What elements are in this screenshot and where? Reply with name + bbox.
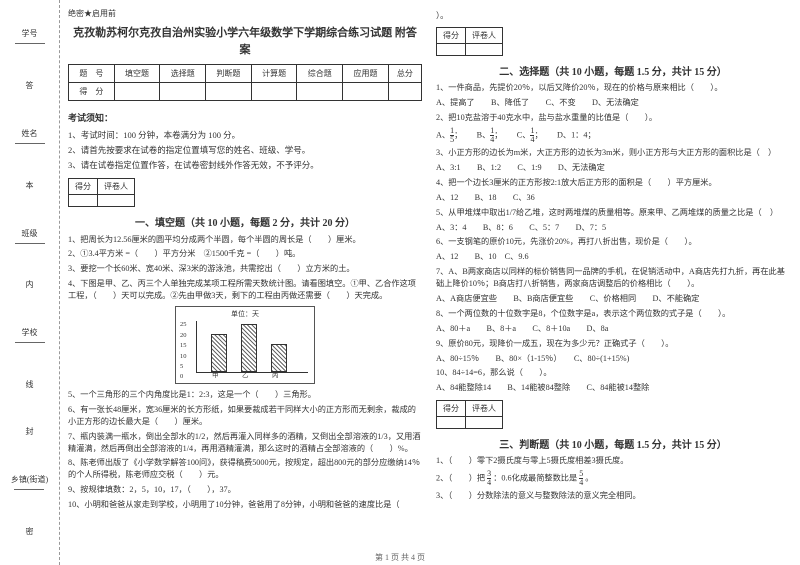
- column-right: ）。 得分评卷人 二、选择题（共 10 小题，每题 1.5 分，共计 15 分）…: [436, 8, 790, 557]
- question: 2、①3.4平方米 =（ ）平方分米 ②1500千克 =（ ）吨。: [68, 248, 422, 260]
- column-left: 绝密★启用前 克孜勒苏柯尔克孜自治州实验小学六年级数学下学期综合练习试题 附答案…: [68, 8, 422, 557]
- question: 1、一件商品，先提价20％，以后又降价20％，现在的价格与原来相比（ ）。: [436, 82, 790, 94]
- side-label: 乡镇(街道): [11, 474, 48, 490]
- question: 7、A、B两家商店以同样的标价销售同一品牌的手机，在促销活动中，A商店先打九折，…: [436, 266, 790, 290]
- bar-chart: 单位：天 25 20 15 10 5 0 甲 乙 丙: [175, 306, 315, 384]
- page-content: 绝密★启用前 克孜勒苏柯尔克孜自治州实验小学六年级数学下学期综合练习试题 附答案…: [60, 0, 800, 565]
- options: A、15； B、14； C、14； D、1：4；: [436, 127, 790, 144]
- section-title: 二、选择题（共 10 小题，每题 1.5 分，共计 15 分）: [436, 63, 790, 78]
- secret-label: 绝密★启用前: [68, 8, 422, 19]
- side-label: 班级: [15, 228, 45, 244]
- question: 3、小正方形的边长为m米，大正方形的边长为3m米，则小正方形与大正方形的面积比是…: [436, 147, 790, 159]
- chart-yaxis: 25 20 15 10 5 0: [180, 321, 194, 373]
- table-row: 题 号填空题选择题判断题计算题综合题应用题总分: [69, 65, 422, 83]
- options: A、84能整除14 B、14能被84整除 C、84能被14整除: [436, 382, 790, 394]
- chart-plot: 甲 乙 丙: [196, 321, 308, 373]
- question: 10、小明和爸爸从家走到学校，小明用了10分钟，爸爸用了8分钟，小明和爸爸的速度…: [68, 499, 422, 511]
- side-label: 学号: [15, 28, 45, 44]
- binding-sideline: 学号 答 姓名 本 班级 内 学校 线 封 乡镇(街道) 密: [0, 0, 60, 565]
- dash-hint: 线: [24, 380, 35, 390]
- dash-hint: 密: [24, 527, 35, 537]
- dash-hint: 封: [24, 427, 35, 437]
- grader-table: 得分评卷人: [436, 400, 503, 429]
- question: 8、一个两位数的十位数字是8，个位数字是a，表示这个两位数的式子是（ ）。: [436, 308, 790, 320]
- section-head: 得分评卷人: [68, 178, 422, 207]
- question: 1、把周长为12.56厘米的圆平均分成两个半圆，每个半圆的周长是（ ）厘米。: [68, 234, 422, 246]
- question: 6、一支钢笔的原价10元，先涨价20%，再打八折出售，现价是（ ）。: [436, 236, 790, 248]
- question: 5、从甲堆煤中取出1/7给乙堆，这时两堆煤的质量相等。原来甲、乙两堆煤的质量之比…: [436, 207, 790, 219]
- question: 8、陈老师出版了《小学数学解答100问》，获得稿费5000元，按规定，超出800…: [68, 457, 422, 481]
- options: A、12 B、10 C、9.6: [436, 251, 790, 263]
- question: 4、把一个边长3厘米的正方形按2:1放大后正方形的面积是（ ）平方厘米。: [436, 177, 790, 189]
- grader-table: 得分评卷人: [436, 27, 503, 56]
- section-head: 得分评卷人: [436, 400, 790, 429]
- question-tail: ）。: [436, 10, 790, 22]
- page-footer: 第 1 页 共 4 页: [0, 552, 800, 563]
- score-table: 题 号填空题选择题判断题计算题综合题应用题总分 得 分: [68, 64, 422, 101]
- question: 5、一个三角形的三个内角度比是1：2:3，这是一个（ ）三角形。: [68, 389, 422, 401]
- list-item: 2、请首先按要求在试卷的指定位置填写您的姓名、班级、学号。: [68, 144, 422, 156]
- question: 3、（ ）分数除法的意义与整数除法的意义完全相同。: [436, 490, 790, 502]
- options: A、80＋a B、8＋a C、8＋10a D、8a: [436, 323, 790, 335]
- dash-hint: 本: [24, 181, 35, 191]
- options: A、提高了 B、降低了 C、不变 D、无法确定: [436, 97, 790, 109]
- options: A、A商店便宜些 B、B商店便宜些 C、价格相同 D、不能确定: [436, 293, 790, 305]
- side-label: 姓名: [15, 128, 45, 144]
- chart-bar: 丙: [271, 344, 287, 372]
- question: 9、原价80元，现降价一成五，现在为多少元？正确式子（ ）。: [436, 338, 790, 350]
- table-row: 得 分: [69, 83, 422, 101]
- fraction: 54: [579, 470, 583, 487]
- grader-table: 得分评卷人: [68, 178, 135, 207]
- chart-caption: 单位：天: [176, 309, 314, 319]
- question: 3、要挖一个长60米、宽40米、深3米的游泳池，共需挖出（ ）立方米的土。: [68, 263, 422, 275]
- fraction: 15: [450, 127, 454, 144]
- side-label: 学校: [15, 327, 45, 343]
- dash-hint: 答: [24, 81, 35, 91]
- options: A、3:1 B、1:2 C、1:9 D、无法确定: [436, 162, 790, 174]
- question: 6、有一张长48厘米，宽36厘米的长方形纸，如果要裁成若干同样大小的正方形而无剩…: [68, 404, 422, 428]
- options: A、3：4 B、8：6 C、5：7 D、7：5: [436, 222, 790, 234]
- dash-hint: 内: [24, 280, 35, 290]
- section-title: 一、填空题（共 10 小题，每题 2 分，共计 20 分）: [68, 214, 422, 229]
- chart-bar: 甲: [211, 334, 227, 372]
- page-title: 克孜勒苏柯尔克孜自治州实验小学六年级数学下学期综合练习试题 附答案: [68, 25, 422, 58]
- fraction: 14: [530, 127, 534, 144]
- notice-title: 考试须知：: [68, 111, 422, 124]
- fraction: 34: [487, 470, 491, 487]
- question: 7、瓶内装满一瓶水，倒出全部水的1/2，然后再灌入同样多的酒精，又倒出全部溶液的…: [68, 431, 422, 455]
- question: 2、把10克盐溶于40克水中，盐与盐水重量的比值是（ ）。: [436, 112, 790, 124]
- section-title: 三、判断题（共 10 小题，每题 1.5 分，共计 15 分）: [436, 436, 790, 451]
- question: 2、（ ）把 34 ：0.6化成最简整数比是 54 。: [436, 470, 790, 487]
- question: 9、按规律填数：2，5，10，17，（ ），37。: [68, 484, 422, 496]
- options: A、12 B、18 C、36: [436, 192, 790, 204]
- list-item: 1、考试时间：100 分钟，本卷满分为 100 分。: [68, 129, 422, 141]
- list-item: 3、请在试卷指定位置作答，在试卷密封线外作答无效，不予评分。: [68, 159, 422, 171]
- notice-list: 1、考试时间：100 分钟，本卷满分为 100 分。 2、请首先按要求在试卷的指…: [68, 126, 422, 174]
- options: A、80÷15％ B、80×（1-15％） C、80÷(1+15%): [436, 353, 790, 365]
- question: 10、84÷14=6，那么说（ ）。: [436, 367, 790, 379]
- fraction: 14: [490, 127, 494, 144]
- section-head: 得分评卷人: [436, 27, 790, 56]
- question: 4、下图是甲、乙、丙三个人单独完成某项工程所需天数统计图。请看图填空。①甲、乙合…: [68, 278, 422, 302]
- question: 1、（ ）零下2摄氏度与零上5摄氏度相差3摄氏度。: [436, 455, 790, 467]
- chart-bar: 乙: [241, 324, 257, 372]
